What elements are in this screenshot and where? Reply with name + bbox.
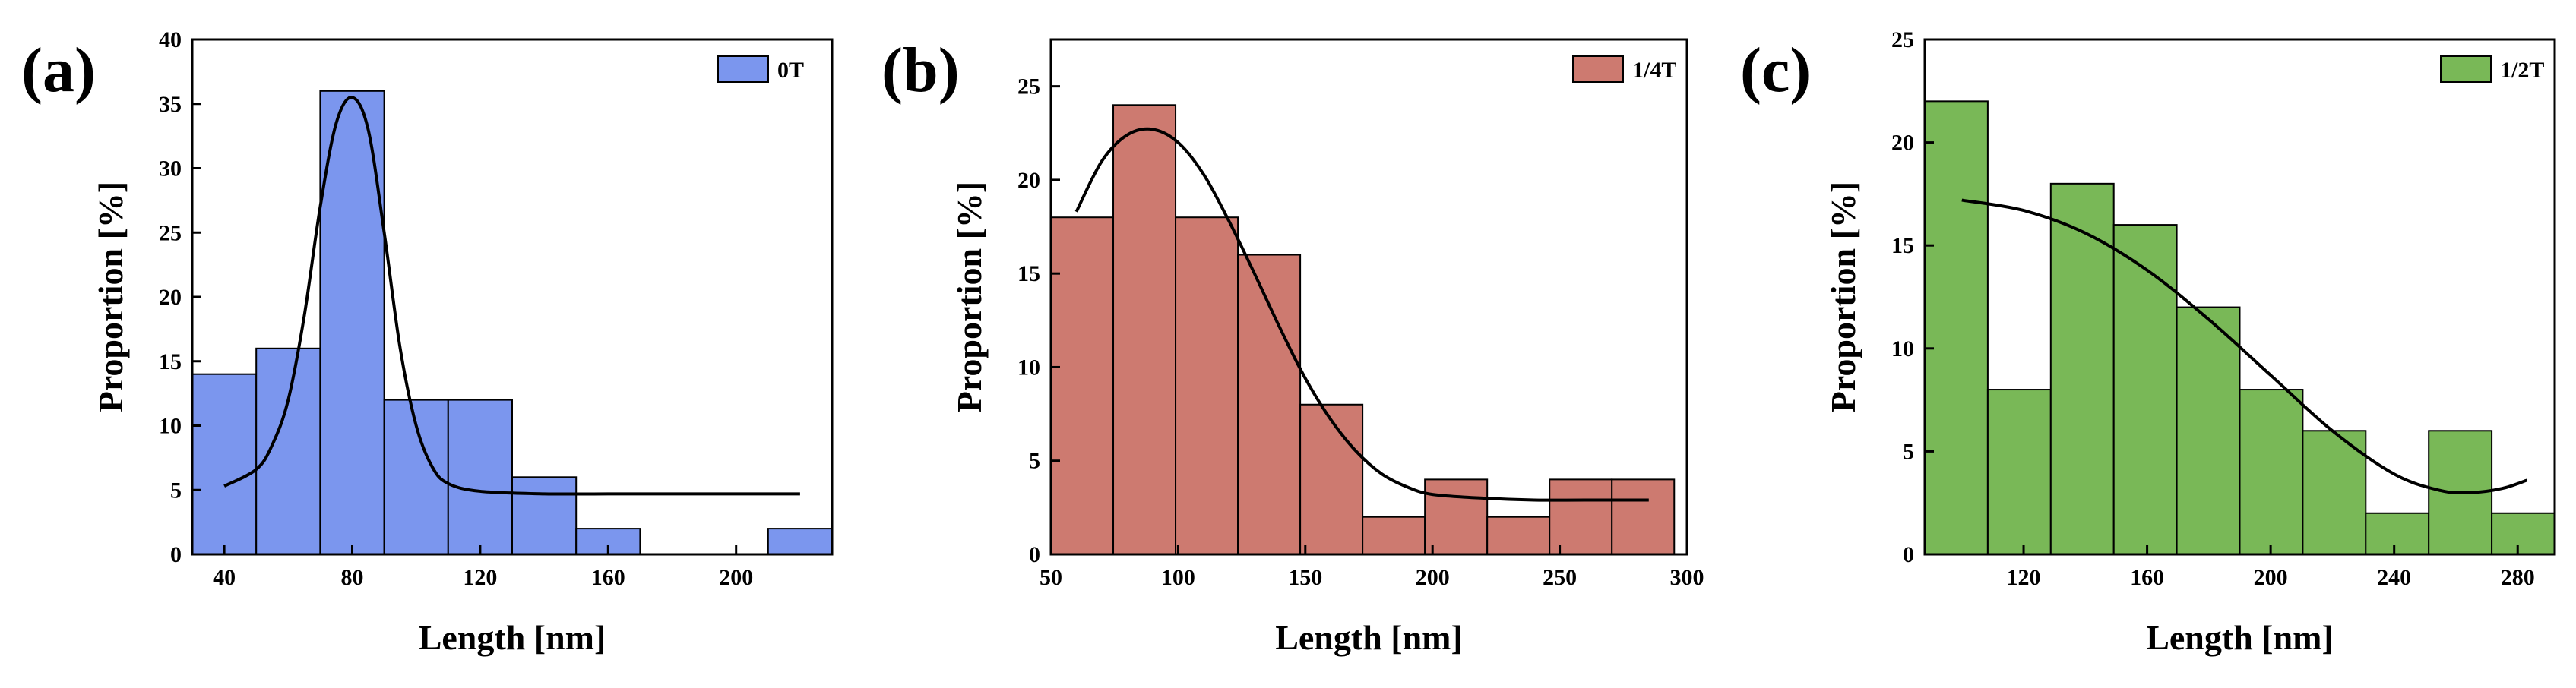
panel-c-x-ticks: 120 160 200 240 280 [2007, 545, 2535, 590]
panel-c-label: (c) [1740, 35, 1811, 106]
panel-b-legend-label: 1/4T [1632, 58, 1676, 83]
panel-c-x-tick-label-4: 280 [2501, 565, 2535, 590]
panel-a-legend-swatch [717, 55, 769, 83]
panel-a-x-tick-label-4: 200 [719, 565, 753, 590]
panel-b-bar-8 [1549, 478, 1613, 556]
panel-a-y-tick-label-1: 5 [170, 478, 182, 503]
panel-a-y-tick-label-0: 0 [170, 542, 182, 567]
panel-c-bar-1 [1986, 389, 2052, 555]
panel-a-x-ticks: 40 80 120 160 200 [213, 545, 753, 590]
panel-a-y-tick-label-5: 25 [159, 220, 182, 245]
panel-b-x-axis-title: Length [nm] [1275, 618, 1463, 657]
panel-a-x-tick-label-0: 40 [213, 565, 236, 590]
panel-c-x-tick-label-0: 120 [2007, 565, 2041, 590]
panel-b-label: (b) [881, 35, 960, 106]
panel-c-bar-5 [2239, 389, 2304, 555]
panel-b-bar-5 [1362, 516, 1426, 556]
panel-c-legend-swatch [2440, 55, 2492, 83]
panel-c-y-tick-label-4: 20 [1891, 131, 1914, 156]
panel-c-x-tick-label-3: 240 [2377, 565, 2411, 590]
panel-c-bars [1924, 100, 2556, 556]
panel-a-label: (a) [21, 35, 96, 106]
panel-c-x-axis-title: Length [nm] [2146, 618, 2334, 657]
panel-b-y-ticks: 0 5 10 15 20 25 [1017, 74, 1060, 567]
panel-c-bar-3 [2112, 224, 2178, 555]
panel-a-y-tick-label-8: 40 [159, 27, 182, 52]
panel-a-x-tick-label-2: 120 [463, 565, 497, 590]
panel-b-x-tick-label-0: 50 [1040, 565, 1062, 590]
panel-b-bar-6 [1424, 478, 1489, 556]
panel-a-bar-5 [511, 476, 578, 555]
panel-a-bar-4 [447, 399, 513, 555]
panel-a-y-tick-label-6: 30 [159, 156, 182, 181]
panel-c-bar-9 [2491, 512, 2556, 556]
panel-c-y-tick-label-5: 25 [1891, 27, 1914, 52]
panel-c-x-tick-label-1: 160 [2130, 565, 2164, 590]
panel-b-x-tick-label-2: 150 [1288, 565, 1322, 590]
panel-a-x-tick-label-3: 160 [591, 565, 625, 590]
panel-b-bar-0 [1050, 216, 1115, 555]
panel-b: (b) 50 100 150 200 250 300 0 5 10 15 20 25 1/4T Le… [881, 35, 1704, 657]
panel-c-y-tick-label-0: 0 [1903, 542, 1914, 567]
panel-c-bar-7 [2365, 512, 2430, 556]
panel-c-y-ticks: 0 5 10 15 20 25 [1891, 27, 1934, 567]
panel-c-bar-0 [1924, 100, 1989, 556]
panel-b-y-axis-title: Proportion [%] [950, 181, 989, 413]
panel-c-bar-6 [2302, 430, 2367, 556]
panel-a-bar-9 [767, 528, 833, 555]
panel-c-x-tick-label-2: 200 [2254, 565, 2288, 590]
panel-c-y-tick-label-2: 10 [1891, 336, 1914, 361]
panel-b-y-tick-label-0: 0 [1029, 542, 1040, 567]
panel-a-fit-curve [223, 96, 800, 496]
panel-b-bars [1050, 104, 1676, 556]
panel-b-y-tick-label-2: 10 [1017, 355, 1040, 380]
panel-b-bar-1 [1112, 104, 1177, 556]
panel-b-bar-4 [1299, 403, 1364, 555]
panel-b-x-tick-label-4: 250 [1543, 565, 1577, 590]
panel-a-x-axis-title: Length [nm] [419, 618, 606, 657]
panel-b-x-ticks: 50 100 150 200 250 300 [1040, 545, 1704, 590]
panel-b-y-tick-label-1: 5 [1029, 449, 1040, 474]
panel-b-bar-7 [1486, 516, 1551, 556]
panel-b-legend-swatch [1572, 55, 1624, 83]
panel-c-plot-frame [1923, 38, 2556, 556]
panel-a-y-tick-label-3: 15 [159, 349, 182, 374]
panel-a-bars [191, 90, 833, 556]
panel-b-x-tick-label-5: 300 [1670, 565, 1704, 590]
panel-b-bar-3 [1237, 254, 1302, 555]
panel-a-bar-1 [255, 347, 321, 555]
panel-a-y-tick-label-7: 35 [159, 92, 182, 117]
panel-b-plot-frame [1049, 38, 1688, 556]
panel-c-y-tick-label-1: 5 [1903, 439, 1914, 464]
panel-b-y-tick-label-3: 15 [1017, 261, 1040, 286]
panel-a-x-tick-label-1: 80 [341, 565, 364, 590]
panel-c: (c) 120 160 200 240 280 0 5 10 15 20 25 1/2T Leng… [1740, 27, 2556, 657]
panel-b-bar-2 [1175, 216, 1239, 555]
panel-c-y-axis-title: Proportion [%] [1824, 181, 1862, 413]
panel-c-legend-label: 1/2T [2500, 58, 2544, 83]
panel-c-y-tick-label-3: 15 [1891, 233, 1914, 258]
panel-c-bar-2 [2049, 182, 2115, 555]
panel-a-legend-label: 0T [777, 58, 804, 83]
panel-a-plot-frame [191, 38, 834, 556]
panel-b-x-tick-label-3: 200 [1416, 565, 1450, 590]
panel-a-y-axis-title: Proportion [%] [91, 181, 130, 413]
panel-b-bar-9 [1611, 478, 1676, 556]
panel-a-bar-0 [191, 373, 258, 556]
panel-a-y-tick-label-4: 20 [159, 285, 182, 310]
panel-b-y-tick-label-4: 20 [1017, 168, 1040, 193]
panel-a: (a) 40 80 120 160 200 0 5 10 15 20 25 30 35 40 0T Le… [21, 27, 834, 657]
panel-b-fit-curve [1074, 127, 1649, 502]
panel-c-fit-curve [1961, 198, 2528, 495]
panel-b-y-tick-label-5: 25 [1017, 74, 1040, 99]
panel-c-bar-4 [2176, 306, 2241, 555]
panel-a-y-tick-label-2: 10 [159, 414, 182, 439]
panel-a-y-ticks: 0 5 10 15 20 25 30 35 40 [159, 27, 201, 567]
panel-b-x-tick-label-1: 100 [1161, 565, 1195, 590]
